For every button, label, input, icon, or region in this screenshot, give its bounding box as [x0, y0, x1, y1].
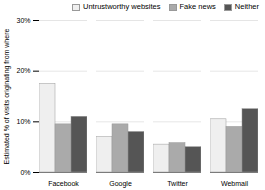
svg-text:Estimated % of visits originat: Estimated % of visits originating from w… — [3, 29, 11, 165]
svg-text:Facebook: Facebook — [48, 180, 79, 187]
html-text:Untrustworthy websites: Untrustworthy websites — [83, 2, 161, 11]
html-text:Fake news: Fake news — [179, 2, 216, 11]
html-text:Neither: Neither — [234, 2, 259, 11]
svg-text:Webmail: Webmail — [221, 180, 249, 187]
svg-text:Twitter: Twitter — [167, 180, 188, 187]
svg-text:30%: 30% — [16, 17, 30, 24]
svg-text:Google: Google — [109, 180, 132, 188]
svg-text:0%: 0% — [20, 169, 30, 176]
svg-text:10%: 10% — [16, 118, 30, 125]
svg-text:20%: 20% — [16, 67, 30, 74]
